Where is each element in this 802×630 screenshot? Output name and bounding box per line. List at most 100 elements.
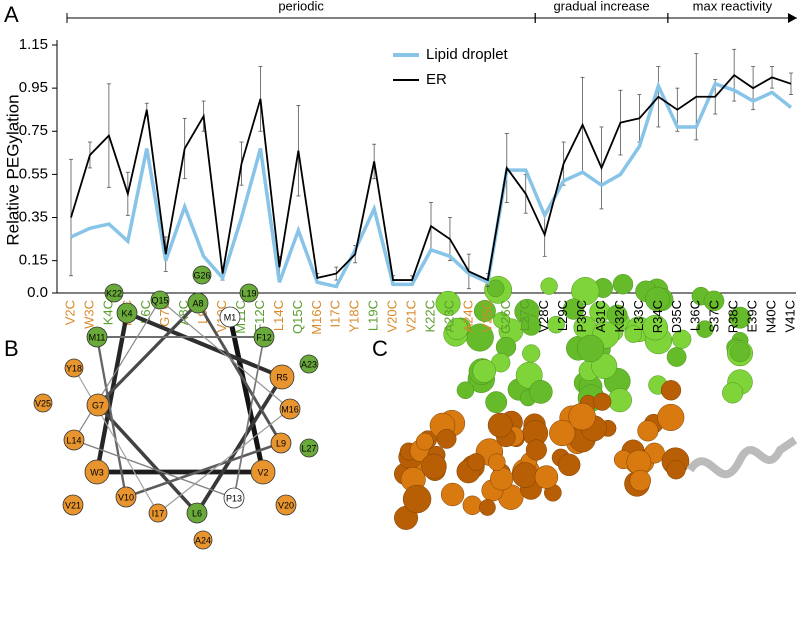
residue [115, 486, 137, 508]
x-tick-label: M11C [233, 300, 248, 334]
helix-link [196, 302, 283, 444]
atom [473, 300, 496, 322]
helix-link [159, 299, 291, 410]
y-tick-label: 0.75 [19, 122, 48, 139]
atom [479, 499, 496, 516]
residue-label: V2 [257, 467, 268, 477]
helix-link [73, 439, 235, 499]
residue [279, 398, 301, 420]
residue [239, 283, 259, 303]
atom [415, 432, 434, 451]
x-tick-label: V28C [536, 300, 551, 333]
residue [253, 326, 275, 348]
residue [269, 364, 295, 390]
x-tick-label: D35C [669, 300, 684, 333]
x-tick-label: L29C [555, 300, 570, 331]
atom [660, 380, 682, 401]
atom [657, 403, 685, 432]
atom [645, 286, 670, 312]
residue [223, 487, 245, 509]
residue-label: G26 [193, 270, 210, 280]
atom [624, 325, 643, 343]
legend-label: ER [426, 71, 447, 88]
atom [472, 359, 497, 383]
atom [435, 290, 461, 316]
residue-label: L6 [192, 508, 202, 518]
residue [86, 326, 108, 348]
region-label: gradual increase [553, 0, 649, 13]
panel-label: C [372, 336, 388, 361]
atom [729, 341, 751, 363]
helix-link [73, 299, 161, 441]
residue-label: R5 [276, 372, 288, 382]
atom [549, 419, 576, 447]
residue-label: Q15 [151, 295, 168, 305]
residue-label: L19 [241, 288, 256, 298]
atom [490, 467, 514, 491]
molecule-image [394, 274, 798, 530]
x-tick-label: L27C [517, 300, 532, 331]
residue [148, 503, 168, 523]
residue-label: L27 [301, 443, 316, 453]
residue-label: L9 [276, 438, 286, 448]
atom [436, 428, 457, 449]
residue-label: K4 [121, 308, 132, 318]
region-label: max reactivity [693, 0, 773, 13]
residue [62, 494, 84, 516]
x-tick-label: K4C [100, 300, 115, 325]
residue-label: M16 [281, 404, 299, 414]
x-tick-label: Y18C [347, 300, 362, 333]
x-tick-label: Q15C [290, 300, 305, 334]
x-tick-label: I17C [328, 300, 343, 327]
residue [150, 290, 170, 310]
residue [86, 393, 110, 417]
atom [593, 392, 612, 411]
atom [637, 420, 659, 442]
atom [525, 439, 547, 461]
helix-link [95, 336, 128, 498]
atom [446, 317, 469, 340]
residue [33, 393, 53, 413]
atom [440, 482, 465, 507]
residue [63, 429, 85, 451]
x-tick-label: M16C [309, 300, 324, 335]
atom [402, 484, 432, 514]
atom [666, 460, 686, 480]
y-tick-label: 0.15 [19, 252, 48, 269]
residue [187, 292, 209, 314]
atom [534, 465, 559, 489]
atom [722, 382, 744, 404]
atom [493, 311, 510, 329]
residue [299, 354, 319, 374]
residue-label: A8 [192, 298, 203, 308]
y-tick-label: 0.0 [27, 284, 48, 301]
residue-label: Y18 [66, 363, 82, 373]
x-tick-label: N40C [763, 300, 778, 333]
residue [186, 502, 208, 524]
helix-link [157, 408, 291, 514]
residue [275, 494, 297, 516]
helix-link [73, 367, 159, 514]
residue-label: W3 [90, 467, 104, 477]
residue-label: M11 [89, 332, 106, 342]
x-tick-label: L14C [271, 300, 286, 331]
residue-label: M1 [224, 312, 237, 322]
residue-label: F12 [256, 332, 272, 342]
x-tick-label: F12C [252, 300, 267, 332]
x-tick-label: K32C [612, 300, 627, 333]
residue-label: P13 [226, 493, 242, 503]
atom [563, 298, 585, 320]
atom [488, 453, 506, 471]
atom [512, 462, 538, 488]
panel-label: A [4, 2, 19, 27]
x-tick-label: V25C [479, 300, 494, 333]
helix-link [96, 301, 200, 407]
x-tick-label: L33C [631, 300, 646, 331]
x-tick-label: A23C [441, 300, 456, 333]
atom [540, 277, 558, 295]
residue [84, 459, 110, 485]
residue-label: V25 [35, 398, 51, 408]
residue [104, 283, 124, 303]
helix-link [233, 336, 265, 499]
atom [703, 290, 725, 312]
